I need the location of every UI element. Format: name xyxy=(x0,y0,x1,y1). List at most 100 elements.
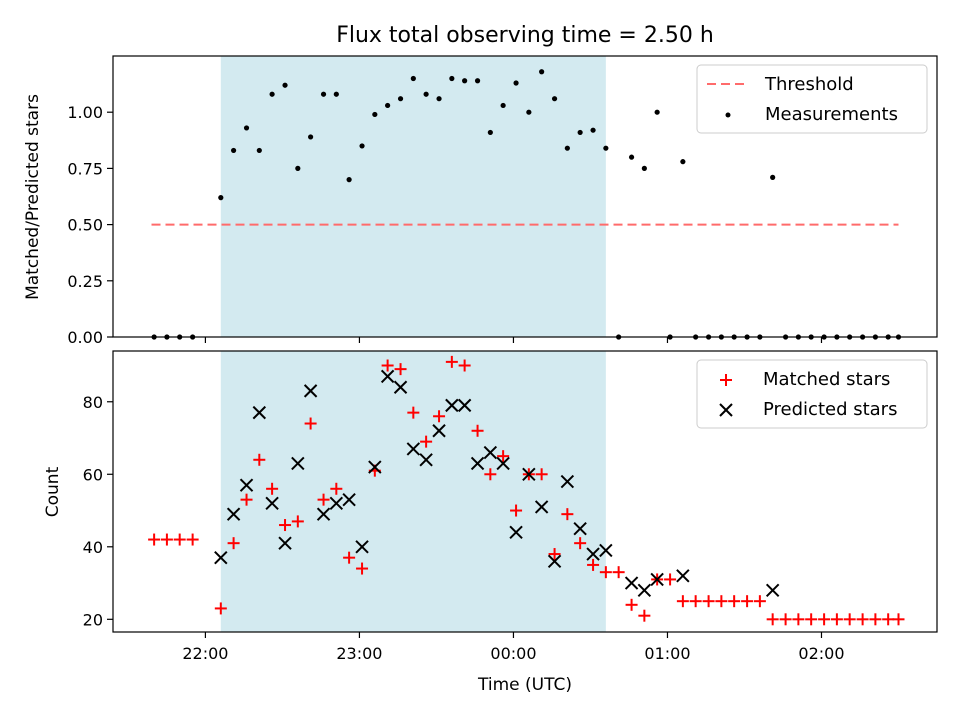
matched-star-point xyxy=(805,613,818,626)
predicted-star-point xyxy=(278,536,292,550)
predicted-star-point xyxy=(573,521,587,536)
measurement-point xyxy=(385,102,391,109)
measurement-point xyxy=(436,96,442,102)
matched-star-point xyxy=(173,533,186,546)
measurement-point xyxy=(372,111,378,118)
predicted-star-point xyxy=(599,543,613,558)
top-y-tick-label: 0.50 xyxy=(67,216,103,235)
measurement-point xyxy=(577,129,583,136)
matched-star-point xyxy=(186,533,199,546)
top-y-tick-label: 0.75 xyxy=(67,159,103,178)
matched-star-point xyxy=(304,417,317,430)
measurement-point xyxy=(474,78,481,84)
predicted-star-point xyxy=(393,380,408,394)
matched-star-point xyxy=(587,558,600,571)
x-tick-label: 00:00 xyxy=(490,644,536,663)
predicted-star-point xyxy=(226,507,241,521)
legend-matched-swatch xyxy=(720,374,732,386)
top-y-tick-label: 1.00 xyxy=(67,103,103,122)
matched-star-point xyxy=(830,613,843,626)
top-axes-frame xyxy=(112,55,938,338)
bottom-y-tick-label: 60 xyxy=(83,465,103,484)
predicted-star-point xyxy=(303,384,318,398)
matched-star-point xyxy=(818,613,831,626)
predicted-star-point xyxy=(522,467,536,481)
matched-star-point xyxy=(484,468,497,481)
predicted-star-point xyxy=(406,442,421,456)
predicted-star-point xyxy=(676,569,690,583)
matched-star-point xyxy=(148,533,161,546)
bottom-axes-frame xyxy=(112,350,938,633)
matched-star-point xyxy=(638,609,651,622)
x-tick-label: 23:00 xyxy=(336,644,382,663)
matched-star-point xyxy=(753,595,766,608)
matched-star-point xyxy=(227,537,240,550)
predicted-star-point xyxy=(445,398,459,413)
matched-star-point xyxy=(381,359,394,372)
predicted-star-point xyxy=(265,496,279,510)
measurement-point xyxy=(230,147,237,154)
matched-star-point xyxy=(240,493,253,506)
measurement-point xyxy=(500,102,506,109)
predicted-star-point xyxy=(534,500,549,514)
predicted-star-point xyxy=(457,398,472,413)
matched-star-point xyxy=(407,406,420,419)
x-tick-label: 01:00 xyxy=(644,644,690,663)
matched-star-point xyxy=(561,508,574,521)
matched-star-point xyxy=(266,482,279,495)
predicted-star-point xyxy=(496,456,510,471)
matched-star-point xyxy=(728,595,741,608)
predicted-star-point xyxy=(432,424,446,438)
predicted-star-point xyxy=(239,478,254,492)
matched-star-point xyxy=(856,613,869,626)
measurement-point xyxy=(359,143,365,149)
measurement-point xyxy=(462,78,468,84)
matched-star-point xyxy=(510,504,523,517)
measurement-point xyxy=(526,109,532,115)
predicted-star-point xyxy=(342,492,356,507)
top-y-axis-label: Matched/Predicted stars xyxy=(23,94,43,300)
measurement-point xyxy=(680,159,686,165)
top-y-axis: 0.00 0.25 0.50 0.75 1.00 xyxy=(67,103,113,347)
legend-predicted-label: Predicted stars xyxy=(763,399,897,420)
matched-star-point xyxy=(741,595,754,608)
matched-star-point xyxy=(279,519,292,532)
matched-star-point xyxy=(676,595,689,608)
top-x-ticks xyxy=(204,337,823,343)
bottom-x-axis: 22:00 23:00 00:00 01:00 02:00 xyxy=(182,632,845,663)
matched-star-point xyxy=(497,450,510,463)
x-axis-label: Time (UTC) xyxy=(477,675,572,695)
matched-star-point xyxy=(766,613,779,626)
predicted-star-point xyxy=(765,583,780,598)
predicted-star-point xyxy=(316,507,331,521)
measurement-point xyxy=(770,174,776,180)
matched-star-point xyxy=(394,363,407,376)
top-y-tick-label: 0.25 xyxy=(67,272,103,291)
measurement-point xyxy=(269,91,275,97)
bottom-markers xyxy=(148,355,905,626)
matched-star-point xyxy=(715,595,728,608)
matched-star-point xyxy=(779,613,792,626)
top-panel: 0.00 0.25 0.50 0.75 1.00 Matched/Predicted s… xyxy=(23,55,938,347)
measurement-point xyxy=(295,165,301,171)
matched-star-point xyxy=(433,410,446,423)
matched-star-point xyxy=(892,613,905,626)
measurement-point xyxy=(333,91,339,97)
measurement-point xyxy=(513,80,519,86)
bottom-y-axis: 20 40 60 80 xyxy=(83,393,113,629)
top-legend-box xyxy=(696,64,928,134)
measurement-point xyxy=(641,165,647,171)
measurement-point xyxy=(282,82,288,88)
matched-star-point xyxy=(343,551,356,564)
measurement-point xyxy=(564,145,570,151)
predicted-star-point xyxy=(637,583,652,598)
matched-star-point xyxy=(689,595,702,608)
predicted-star-point xyxy=(547,554,562,569)
matched-star-point xyxy=(574,537,587,550)
measurement-point xyxy=(256,147,262,154)
matched-star-point xyxy=(160,533,173,546)
legend-measurements-label: Measurements xyxy=(765,104,898,125)
measurement-point xyxy=(346,177,352,183)
matched-star-point xyxy=(471,424,484,437)
